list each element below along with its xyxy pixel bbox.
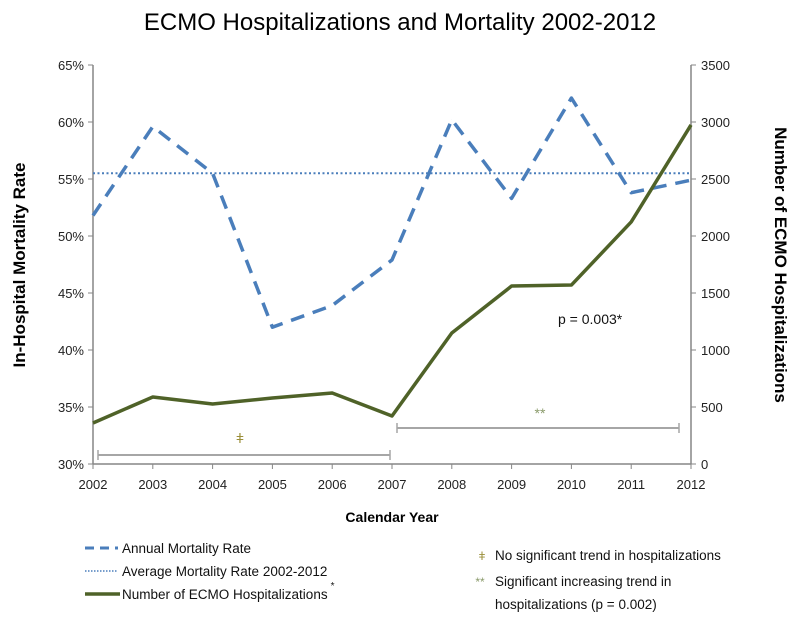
y2-tick-label: 2500 [701, 172, 730, 187]
x-tick-label: 2008 [437, 477, 466, 492]
x-tick-label: 2007 [378, 477, 407, 492]
x-tick-label: 2009 [497, 477, 526, 492]
y2-tick-label: 3500 [701, 58, 730, 73]
series-line-2 [93, 125, 691, 423]
bracket-2002-2007-symbol: ǂ [236, 430, 244, 446]
y2-tick-label: 1500 [701, 286, 730, 301]
y2-tick-label: 3000 [701, 115, 730, 130]
note-text: hospitalizations (p = 0.002) [495, 597, 657, 612]
legend-label: Average Mortality Rate 2002-2012 [122, 564, 327, 579]
y2-axis-label: Number of ECMO Hospitalizations [771, 127, 790, 403]
note-text: Significant increasing trend in [495, 574, 671, 589]
legend-label: Number of ECMO Hospitalizations [122, 587, 328, 602]
y-tick-label: 60% [58, 115, 84, 130]
x-tick-label: 2011 [617, 477, 645, 492]
x-axis-label: Calendar Year [345, 509, 439, 525]
x-tick-label: 2002 [79, 477, 108, 492]
y-axis-label: In-Hospital Mortality Rate [10, 163, 29, 368]
y-tick-label: 55% [58, 172, 84, 187]
y2-tick-label: 500 [701, 400, 723, 415]
y2-tick-label: 0 [701, 457, 708, 472]
y-tick-label: 40% [58, 343, 84, 358]
y-tick-label: 50% [58, 229, 84, 244]
y-tick-label: 45% [58, 286, 84, 301]
y-tick-label: 30% [58, 457, 84, 472]
y2-tick-label: 1000 [701, 343, 730, 358]
series-line-0 [93, 98, 691, 327]
chart-title: ECMO Hospitalizations and Mortality 2002… [144, 9, 656, 36]
x-tick-label: 2006 [318, 477, 347, 492]
x-tick-label: 2003 [138, 477, 167, 492]
y-tick-label: 65% [58, 58, 84, 73]
legend-label: Annual Mortality Rate [122, 541, 251, 556]
x-tick-label: 2010 [557, 477, 586, 492]
note-symbol: ** [475, 575, 485, 589]
x-tick-label: 2004 [198, 477, 227, 492]
x-tick-label: 2012 [677, 477, 706, 492]
y-tick-label: 35% [58, 400, 84, 415]
note-text: No significant trend in hospitalizations [495, 548, 721, 563]
note-symbol: ǂ [478, 549, 485, 563]
p-value-annotation: p = 0.003* [558, 311, 623, 327]
legend-label-suffix: * [331, 581, 335, 592]
x-tick-label: 2005 [258, 477, 287, 492]
bracket-2007-2012-symbol: ** [535, 405, 546, 421]
y2-tick-label: 2000 [701, 229, 730, 244]
